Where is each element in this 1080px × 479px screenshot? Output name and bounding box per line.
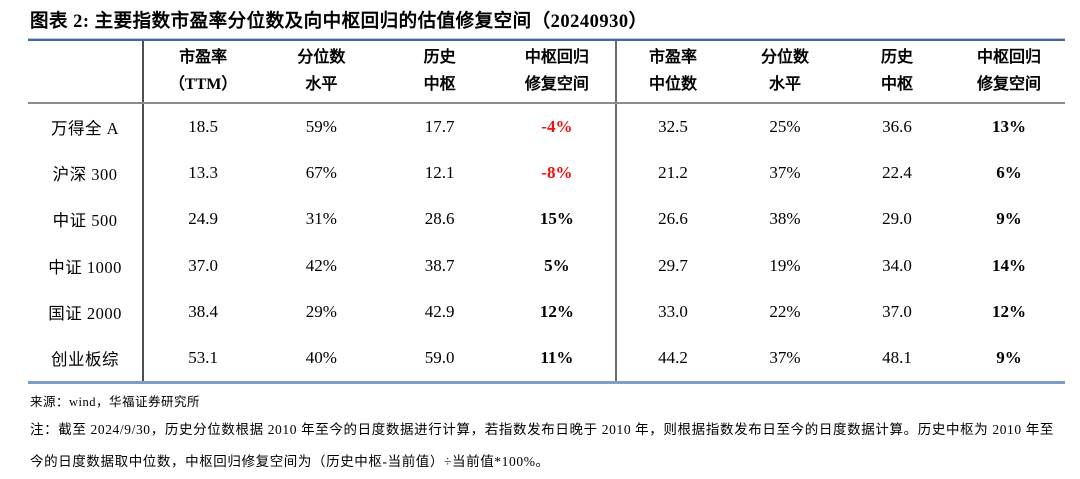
- valuation-table: 市盈率 （TTM） 分位数 水平 历史 中枢 中枢回归 修复空间 市盈率 中位数…: [28, 38, 1065, 384]
- table-row: 国证 2000 38.4 29% 42.9 12% 33.0 22% 37.0 …: [28, 288, 1065, 335]
- table-cell: 25%: [769, 117, 801, 137]
- header-line: 中枢: [423, 75, 456, 93]
- repair-value-cell: 15%: [499, 196, 617, 243]
- table-cell: 38.4: [188, 301, 218, 321]
- repair-value-cell: 13%: [992, 117, 1026, 137]
- repair-value-cell: 5%: [499, 242, 617, 289]
- exhibit-title: 图表 2: 主要指数市盈率分位数及向中枢回归的估值修复空间（20240930）: [30, 12, 648, 32]
- table-cell: 29%: [305, 301, 337, 321]
- header-pe-ttm: 市盈率 （TTM）: [144, 41, 262, 102]
- header-line: 中枢回归: [524, 49, 589, 67]
- header-hist-center-right: 历史 中枢: [841, 41, 953, 102]
- header-line: 修复空间: [976, 75, 1041, 93]
- repair-value-cell: 6%: [996, 163, 1022, 183]
- row-label: 中证 500: [28, 196, 144, 243]
- table-cell: 37.0: [188, 255, 218, 275]
- table-cell: 17.7: [424, 117, 455, 137]
- header-hist-center-left: 历史 中枢: [381, 41, 499, 102]
- row-label: 沪深 300: [28, 150, 144, 197]
- header-pe-median: 市盈率 中位数: [617, 41, 729, 102]
- table-cell: 24.9: [188, 209, 218, 229]
- header-line: 修复空间: [524, 75, 589, 93]
- repair-value-cell: -8%: [499, 150, 617, 197]
- table-cell: 22%: [769, 301, 801, 321]
- header-line: 历史: [423, 49, 456, 67]
- row-label: 中证 1000: [28, 242, 144, 289]
- row-label: 创业板综: [28, 334, 144, 382]
- repair-value-cell: 9%: [996, 348, 1022, 368]
- repair-value-cell: -4%: [499, 104, 617, 151]
- header-percentile-left: 分位数 水平: [262, 41, 380, 102]
- table-cell: 34.0: [882, 255, 912, 275]
- header-line: 市盈率: [648, 49, 697, 67]
- table-bottom-rule: [28, 381, 1065, 384]
- table-cell: 48.1: [882, 348, 912, 368]
- table-cell: 59%: [305, 117, 337, 137]
- header-repair-right: 中枢回归 修复空间: [953, 41, 1065, 102]
- repair-value-cell: 9%: [996, 209, 1022, 229]
- header-percentile-right: 分位数 水平: [729, 41, 841, 102]
- repair-value-cell: 12%: [992, 301, 1026, 321]
- table-cell: 21.2: [658, 163, 688, 183]
- table-cell: 33.0: [658, 301, 688, 321]
- table-cell: 18.5: [188, 117, 218, 137]
- repair-value-cell: 11%: [499, 334, 617, 382]
- header-line: 中位数: [648, 75, 697, 93]
- source-line: 来源：wind，华福证券研究所: [30, 395, 201, 409]
- table-cell: 12.1: [424, 163, 455, 183]
- header-line: 市盈率: [179, 49, 228, 67]
- table-cell: 38%: [769, 209, 801, 229]
- header-line: 历史: [880, 49, 913, 67]
- header-line: 水平: [305, 75, 338, 93]
- table-cell: 37.0: [882, 301, 912, 321]
- table-cell: 28.6: [424, 209, 455, 229]
- table-row: 中证 1000 37.0 42% 38.7 5% 29.7 19% 34.0 1…: [28, 242, 1065, 289]
- table-cell: 29.7: [658, 255, 688, 275]
- table-cell: 37%: [769, 163, 801, 183]
- table-cell: 36.6: [882, 117, 912, 137]
- header-line: 分位数: [297, 49, 346, 67]
- table-cell: 32.5: [658, 117, 688, 137]
- table-row: 中证 500 24.9 31% 28.6 15% 26.6 38% 29.0 9…: [28, 196, 1065, 243]
- table-row: 沪深 300 13.3 67% 12.1 -8% 21.2 37% 22.4 6…: [28, 150, 1065, 197]
- table-cell: 38.7: [424, 255, 455, 275]
- table-cell: 22.4: [882, 163, 912, 183]
- footnote: 注：截至 2024/9/30，历史分位数根据 2010 年至今的日度数据进行计算…: [30, 422, 1054, 469]
- table-cell: 19%: [769, 255, 801, 275]
- row-label: 国证 2000: [28, 288, 144, 335]
- table-row: 创业板综 53.1 40% 59.0 11% 44.2 37% 48.1 9%: [28, 334, 1065, 382]
- row-label: 万得全 A: [28, 104, 144, 151]
- table-cell: 53.1: [188, 348, 218, 368]
- header-line: （TTM）: [168, 75, 238, 93]
- table-cell: 67%: [305, 163, 337, 183]
- table-cell: 31%: [305, 209, 337, 229]
- header-index-spacer: [28, 41, 144, 102]
- header-repair-left: 中枢回归 修复空间: [499, 41, 617, 102]
- table-row: 万得全 A 18.5 59% 17.7 -4% 32.5 25% 36.6 13…: [28, 104, 1065, 151]
- table-cell: 44.2: [658, 348, 688, 368]
- header-line: 中枢: [880, 75, 913, 93]
- header-line: 分位数: [760, 49, 809, 67]
- table-cell: 42.9: [424, 301, 455, 321]
- header-line: 中枢回归: [976, 49, 1041, 67]
- repair-value-cell: 12%: [499, 288, 617, 335]
- table-top-rule: [28, 38, 1065, 41]
- table-cell: 37%: [769, 348, 801, 368]
- header-line: 水平: [768, 75, 801, 93]
- table-cell: 26.6: [658, 209, 688, 229]
- table-cell: 42%: [305, 255, 337, 275]
- table-header-row: 市盈率 （TTM） 分位数 水平 历史 中枢 中枢回归 修复空间 市盈率 中位数…: [28, 41, 1065, 104]
- table-cell: 29.0: [882, 209, 912, 229]
- table-cell: 13.3: [188, 163, 218, 183]
- table-cell: 59.0: [424, 348, 455, 368]
- repair-value-cell: 14%: [992, 255, 1026, 275]
- table-cell: 40%: [305, 348, 337, 368]
